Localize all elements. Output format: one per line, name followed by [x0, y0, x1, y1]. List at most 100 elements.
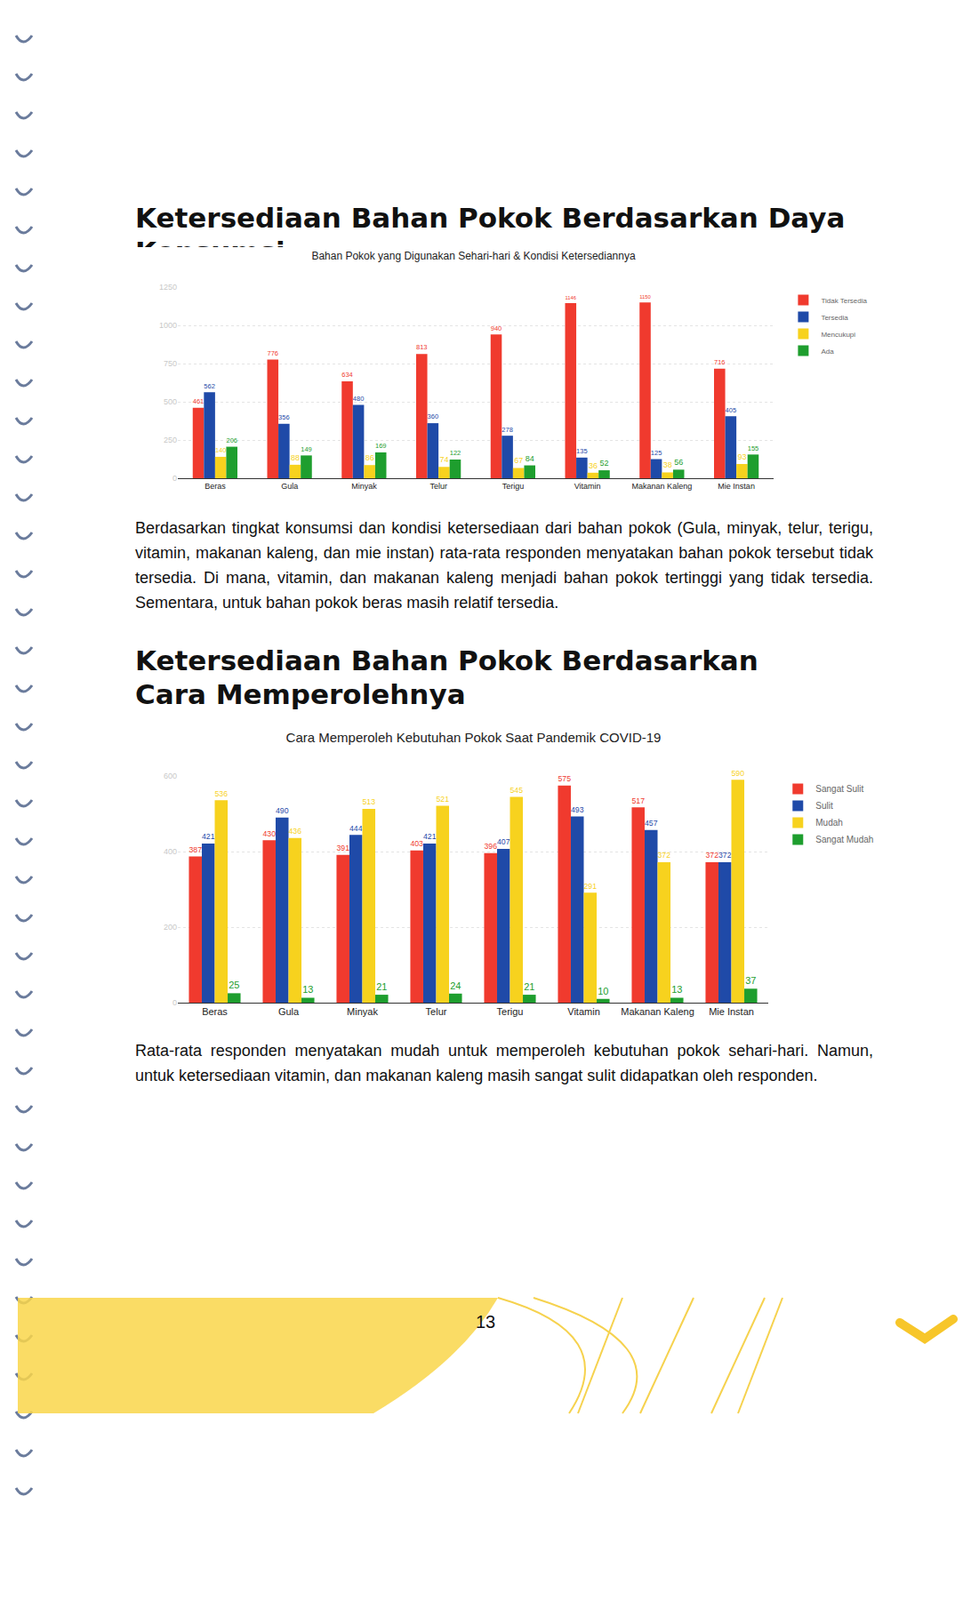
svg-text:421: 421 — [423, 832, 437, 842]
svg-text:517: 517 — [631, 796, 645, 806]
svg-text:1250: 1250 — [159, 282, 177, 292]
svg-text:206: 206 — [225, 436, 238, 445]
svg-text:Minyak: Minyak — [346, 1006, 378, 1018]
svg-text:356: 356 — [278, 413, 290, 422]
svg-text:169: 169 — [375, 441, 387, 450]
svg-text:13: 13 — [302, 984, 313, 996]
svg-text:372: 372 — [718, 850, 732, 860]
svg-text:125: 125 — [650, 449, 663, 458]
svg-text:396: 396 — [483, 842, 498, 851]
svg-text:436: 436 — [288, 826, 303, 836]
svg-text:Bahan Pokok yang Digunakan Seh: Bahan Pokok yang Digunakan Sehari-hari &… — [311, 249, 636, 263]
svg-text:400: 400 — [163, 847, 177, 857]
svg-text:457: 457 — [644, 818, 659, 828]
svg-text:407: 407 — [497, 837, 511, 847]
svg-text:Cara Memperoleh Kebutuhan Poko: Cara Memperoleh Kebutuhan Pokok Saat Pan… — [286, 730, 662, 746]
svg-text:1150: 1150 — [639, 294, 651, 300]
svg-text:Mencukupi: Mencukupi — [820, 330, 856, 339]
svg-text:140: 140 — [215, 446, 227, 455]
svg-text:0: 0 — [172, 998, 177, 1008]
svg-text:25: 25 — [228, 979, 240, 991]
svg-text:93: 93 — [737, 452, 747, 462]
svg-text:Mie Instan: Mie Instan — [708, 1006, 755, 1018]
svg-text:149: 149 — [300, 445, 313, 454]
svg-text:750: 750 — [163, 359, 177, 369]
svg-text:13: 13 — [671, 984, 683, 996]
svg-text:372: 372 — [705, 850, 719, 860]
svg-text:Makanan Kaleng: Makanan Kaleng — [620, 1006, 695, 1018]
svg-text:575: 575 — [557, 774, 571, 784]
svg-text:1146: 1146 — [565, 295, 578, 301]
svg-text:0: 0 — [172, 473, 177, 483]
svg-text:403: 403 — [409, 839, 424, 849]
svg-text:480: 480 — [353, 394, 365, 403]
svg-text:1000: 1000 — [159, 320, 177, 330]
svg-text:Sangat Sulit: Sangat Sulit — [815, 784, 864, 795]
svg-text:461: 461 — [192, 397, 205, 406]
svg-text:493: 493 — [570, 805, 585, 815]
svg-text:Telur: Telur — [429, 481, 448, 491]
svg-text:521: 521 — [436, 794, 450, 804]
svg-text:36: 36 — [588, 461, 598, 471]
svg-text:590: 590 — [731, 769, 746, 779]
svg-text:Gula: Gula — [278, 1006, 300, 1018]
svg-text:Terigu: Terigu — [502, 481, 525, 491]
svg-text:Makanan Kaleng: Makanan Kaleng — [632, 481, 693, 491]
svg-text:536: 536 — [215, 789, 229, 799]
svg-text:Ada: Ada — [820, 347, 835, 356]
svg-text:56: 56 — [674, 457, 683, 467]
svg-text:716: 716 — [714, 358, 726, 367]
svg-text:155: 155 — [747, 444, 760, 453]
svg-text:Sangat Mudah: Sangat Mudah — [815, 834, 874, 845]
svg-text:490: 490 — [275, 806, 289, 816]
svg-text:74: 74 — [439, 455, 449, 465]
svg-text:67: 67 — [513, 456, 523, 466]
svg-text:421: 421 — [201, 832, 216, 842]
svg-text:Sulit: Sulit — [815, 801, 834, 811]
svg-text:Mie Instan: Mie Instan — [717, 481, 755, 491]
svg-text:430: 430 — [262, 829, 276, 839]
svg-text:Terigu: Terigu — [497, 1006, 524, 1018]
svg-text:391: 391 — [336, 843, 350, 853]
svg-text:Beras: Beras — [201, 1006, 228, 1018]
svg-text:52: 52 — [599, 458, 609, 468]
svg-text:776: 776 — [267, 349, 280, 358]
svg-text:278: 278 — [501, 425, 514, 434]
svg-text:10: 10 — [597, 986, 609, 997]
svg-text:Tidak Tersedia: Tidak Tersedia — [820, 296, 867, 305]
svg-text:813: 813 — [416, 343, 428, 352]
svg-text:122: 122 — [449, 449, 462, 458]
svg-text:405: 405 — [725, 406, 738, 415]
svg-text:Vitamin: Vitamin — [574, 481, 602, 491]
svg-text:86: 86 — [365, 453, 375, 463]
svg-text:940: 940 — [490, 324, 503, 333]
svg-text:387: 387 — [188, 845, 202, 855]
svg-text:513: 513 — [362, 797, 377, 807]
svg-text:372: 372 — [658, 850, 672, 860]
svg-text:Gula: Gula — [280, 481, 298, 491]
svg-text:500: 500 — [163, 397, 177, 407]
svg-text:600: 600 — [163, 771, 177, 781]
svg-text:21: 21 — [376, 981, 387, 993]
svg-text:545: 545 — [510, 786, 524, 795]
svg-text:88: 88 — [290, 453, 300, 463]
svg-text:291: 291 — [584, 882, 598, 891]
svg-text:Vitamin: Vitamin — [567, 1006, 600, 1018]
svg-text:444: 444 — [349, 824, 363, 834]
svg-text:84: 84 — [525, 454, 535, 464]
svg-text:200: 200 — [163, 922, 177, 932]
svg-text:634: 634 — [341, 370, 354, 379]
svg-text:Tersedia: Tersedia — [820, 313, 849, 322]
svg-text:24: 24 — [449, 980, 461, 992]
svg-text:562: 562 — [203, 382, 216, 391]
svg-text:135: 135 — [576, 447, 588, 456]
svg-text:Beras: Beras — [204, 481, 226, 491]
svg-text:38: 38 — [663, 460, 673, 470]
svg-text:Mudah: Mudah — [815, 818, 843, 828]
svg-text:Telur: Telur — [425, 1006, 448, 1018]
svg-text:21: 21 — [523, 981, 535, 993]
svg-text:360: 360 — [427, 412, 440, 421]
svg-text:250: 250 — [163, 435, 177, 445]
svg-text:Minyak: Minyak — [351, 481, 378, 491]
svg-text:37: 37 — [745, 975, 756, 987]
